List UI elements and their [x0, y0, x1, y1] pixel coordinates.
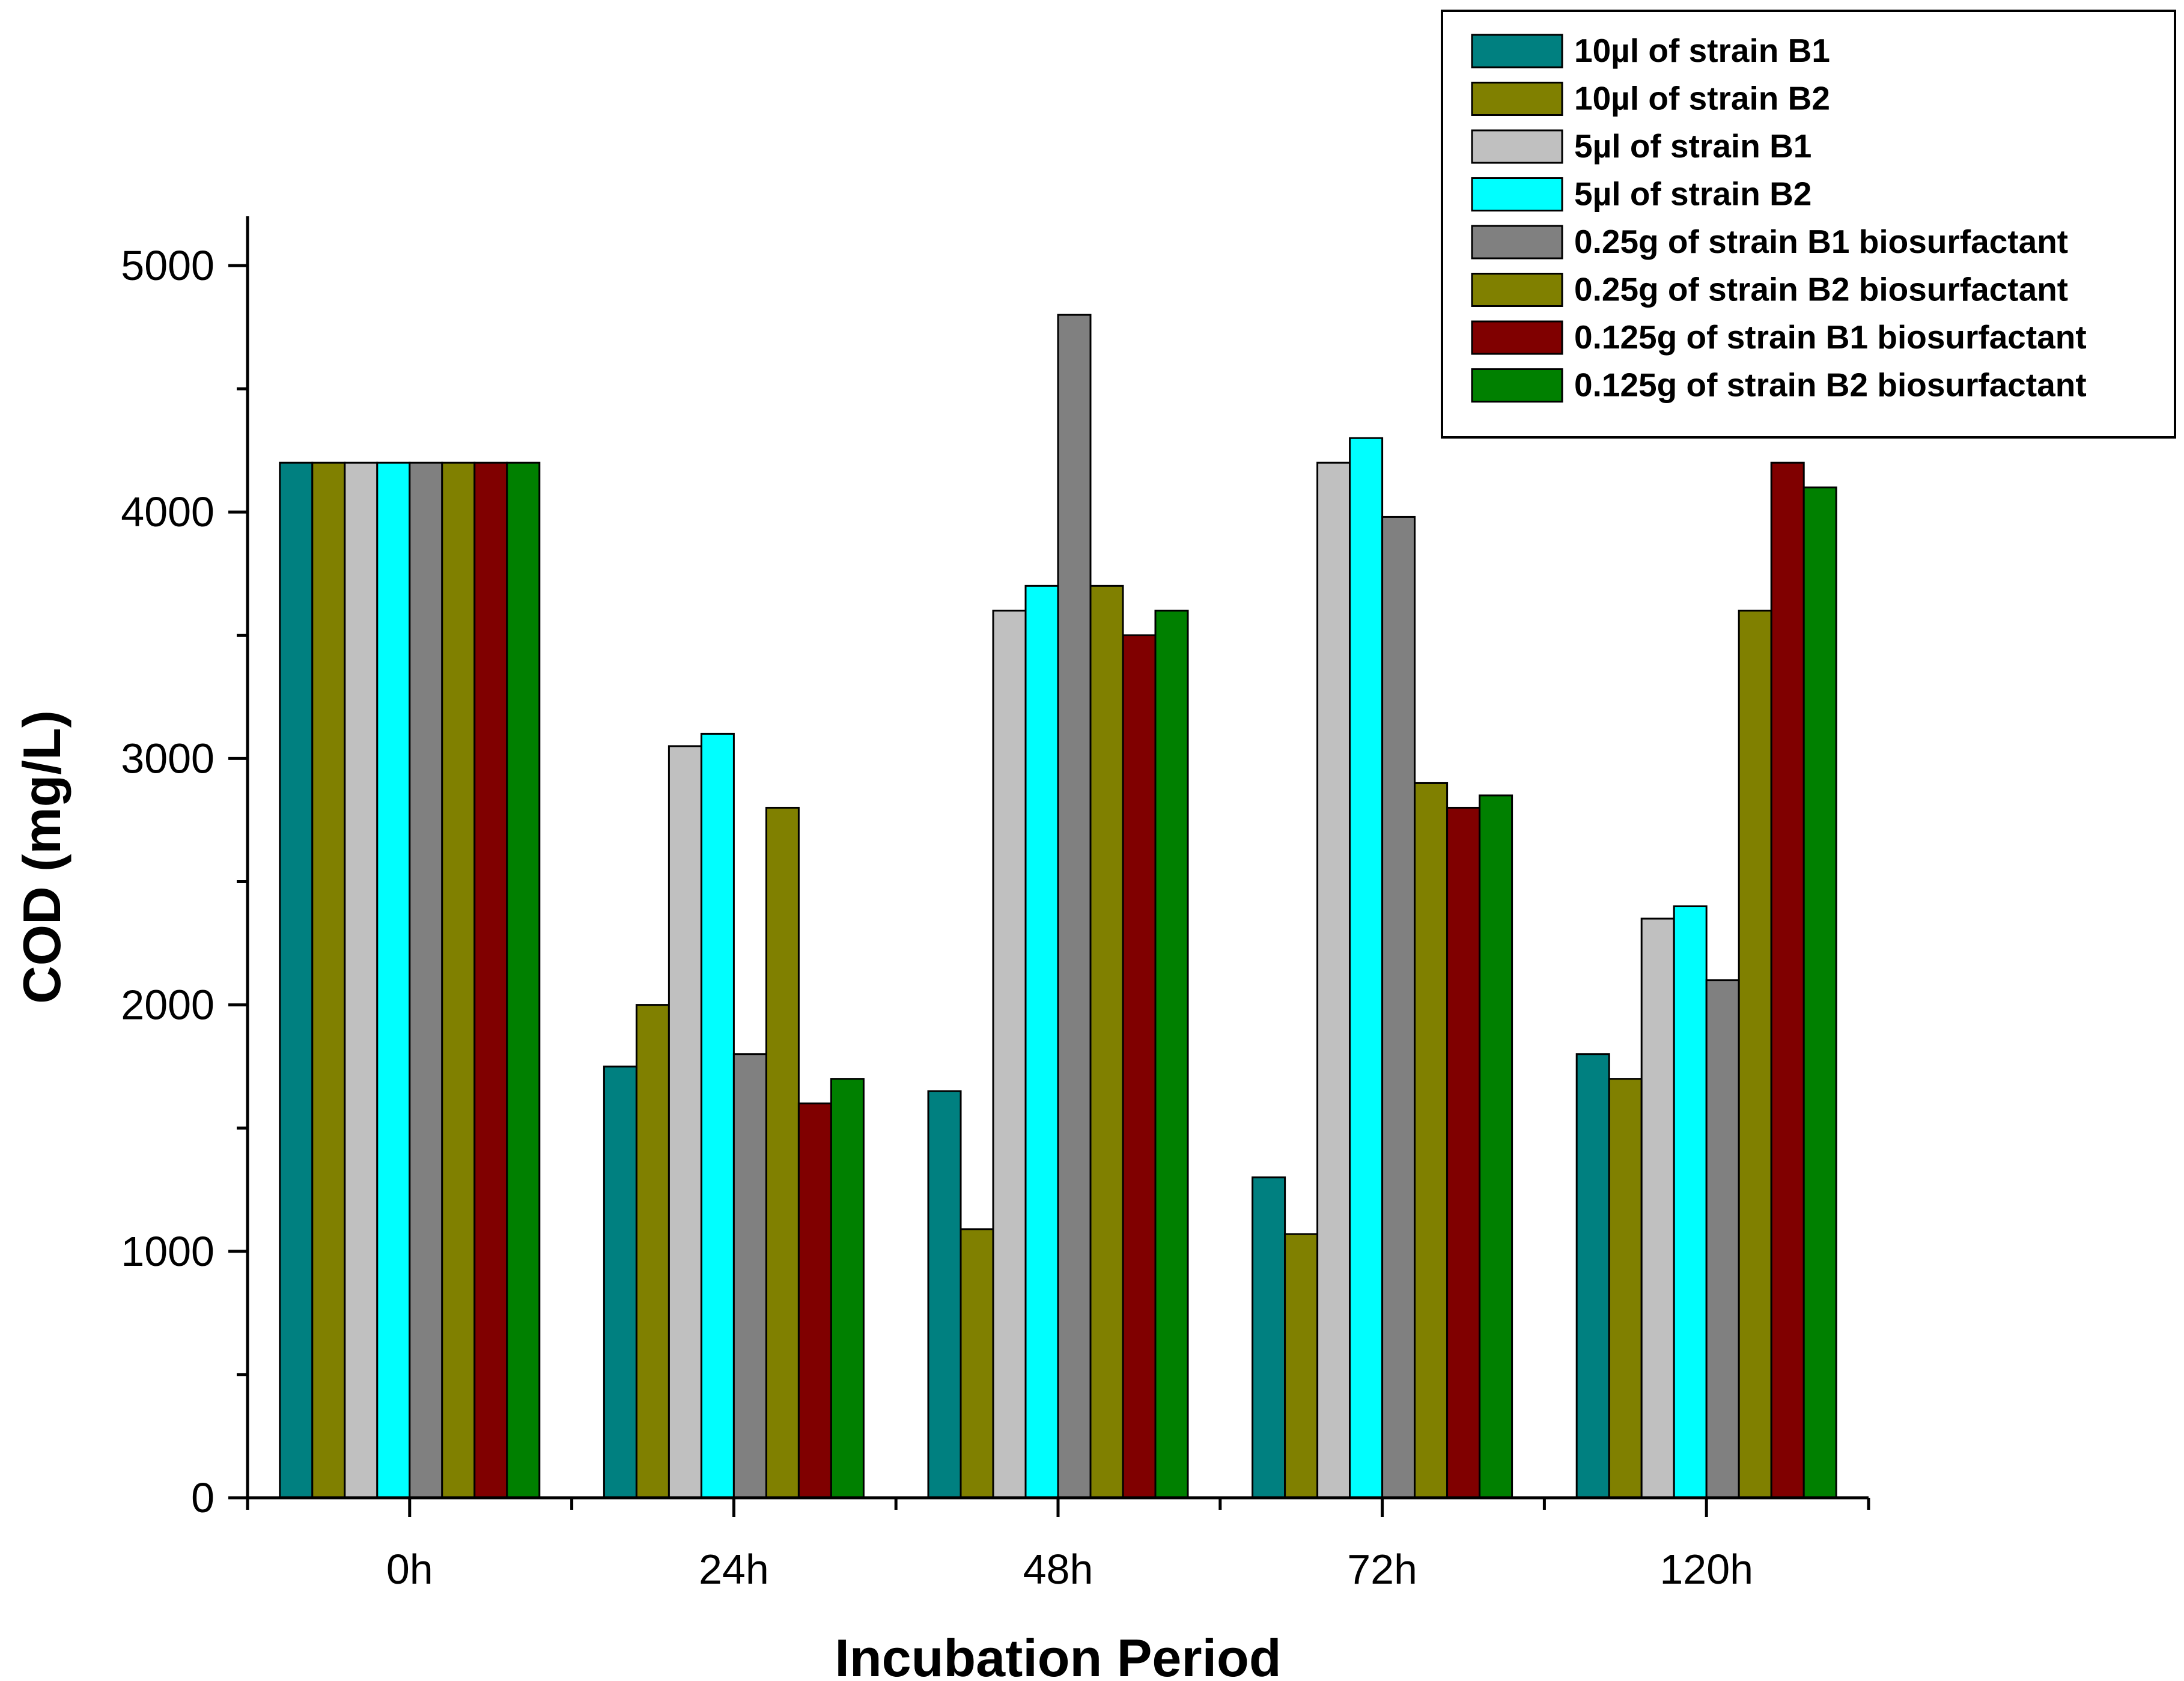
bar	[830, 1078, 865, 1499]
bar	[668, 745, 702, 1499]
bar	[376, 461, 411, 1499]
y-tick-label: 0	[191, 1474, 214, 1521]
bar	[1154, 609, 1189, 1499]
legend-label: 0.25g of strain B1 biosurfactant	[1574, 223, 2068, 260]
bar	[1316, 461, 1351, 1499]
y-tick-label: 1000	[121, 1228, 214, 1275]
legend-label: 0.25g of strain B2 biosurfactant	[1574, 271, 2068, 308]
y-axis-title: COD (mg/L)	[12, 710, 71, 1004]
bar	[1057, 314, 1092, 1499]
legend-swatch	[1471, 177, 1563, 211]
bar	[635, 1004, 670, 1499]
legend-label: 10µl of strain B1	[1574, 32, 1830, 69]
y-tick-label: 5000	[121, 242, 214, 289]
x-tick-label: 24h	[699, 1546, 769, 1593]
y-tick-label: 4000	[121, 488, 214, 535]
legend-box	[1441, 10, 2176, 439]
bar	[1575, 1053, 1610, 1499]
bar	[506, 461, 541, 1499]
legend-label: 0.125g of strain B2 biosurfactant	[1574, 366, 2087, 404]
bar	[279, 461, 314, 1499]
bar	[700, 732, 735, 1499]
bar	[1770, 461, 1805, 1499]
bar	[1024, 585, 1059, 1499]
bar	[603, 1065, 637, 1499]
bar	[473, 461, 508, 1499]
bar	[344, 461, 379, 1499]
bar	[1738, 609, 1772, 1499]
bar	[765, 806, 800, 1499]
bar	[1446, 806, 1481, 1499]
bar	[1802, 486, 1837, 1499]
bar	[1252, 1176, 1286, 1499]
legend-label: 5µl of strain B1	[1574, 127, 1811, 165]
bar	[992, 609, 1027, 1499]
bar	[1479, 794, 1513, 1499]
bar	[1122, 634, 1157, 1499]
x-tick-label: 72h	[1347, 1546, 1417, 1593]
y-tick-label: 2000	[121, 982, 214, 1029]
bar	[1089, 585, 1124, 1499]
bar	[311, 461, 346, 1499]
bar	[960, 1228, 994, 1499]
legend-label: 0.125g of strain B1 biosurfactant	[1574, 318, 2087, 356]
legend-swatch	[1471, 368, 1563, 403]
bar	[1349, 437, 1384, 1499]
legend-label: 5µl of strain B2	[1574, 175, 1811, 213]
x-tick-label: 48h	[1023, 1546, 1094, 1593]
legend-label: 10µl of strain B2	[1574, 80, 1830, 117]
legend-swatch	[1471, 34, 1563, 68]
bar	[797, 1102, 832, 1499]
bar	[1284, 1233, 1319, 1499]
bar	[1673, 905, 1708, 1499]
bars-layer	[279, 314, 1837, 1499]
ticks-layer: 0 1000 2000 3000 4000 5000 0h 24h 48h 72h 120h	[121, 242, 1870, 1593]
bar	[1381, 515, 1416, 1499]
bar	[927, 1090, 962, 1499]
bar	[441, 461, 476, 1499]
bar	[1640, 917, 1675, 1499]
bar	[409, 461, 443, 1499]
x-tick-label: 120h	[1659, 1546, 1753, 1593]
y-tick-label: 3000	[121, 735, 214, 782]
bar	[1705, 979, 1740, 1499]
x-tick-label: 0h	[386, 1546, 433, 1593]
legend-swatch	[1471, 82, 1563, 116]
legend-swatch	[1471, 225, 1563, 260]
legend-swatch	[1471, 320, 1563, 355]
bar	[732, 1053, 767, 1499]
legend-swatch	[1471, 273, 1563, 307]
bar	[1608, 1078, 1643, 1499]
bar	[1414, 782, 1449, 1499]
x-axis-title: Incubation Period	[835, 1628, 1281, 1681]
legend: 10µl of strain B1 10µl of strain B2 5µl of…	[1441, 10, 2176, 439]
legend-swatch	[1471, 129, 1563, 164]
